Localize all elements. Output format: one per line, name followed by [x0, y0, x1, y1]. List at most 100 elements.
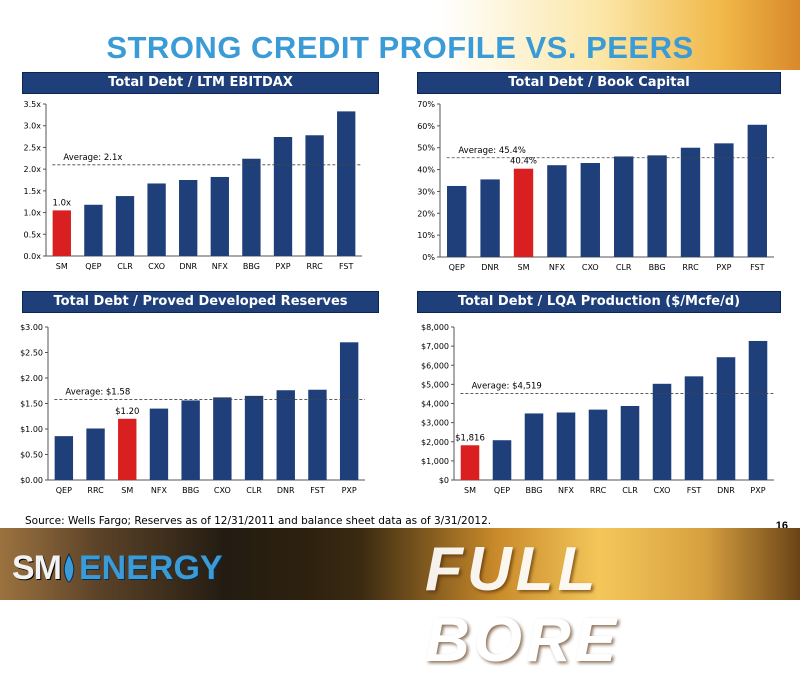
bar-cxo	[652, 383, 672, 480]
bar-cxo	[580, 163, 600, 257]
y-tick-label: 20%	[417, 209, 435, 218]
flame-icon	[63, 553, 75, 583]
average-label: Average: 45.4%	[458, 146, 525, 156]
y-tick-label: $7,000	[421, 342, 449, 351]
y-tick-label: 30%	[417, 187, 435, 196]
x-tick-label: QEP	[494, 486, 510, 495]
y-tick-label: $3.00	[20, 323, 43, 332]
x-tick-label: PXP	[342, 486, 357, 495]
chart-4-header: Total Debt / LQA Production ($/Mcfe/d)	[417, 291, 781, 313]
chart-1-header: Total Debt / LTM EBITDAX	[22, 72, 379, 94]
bar-clr	[614, 156, 634, 257]
bar-bbg	[242, 158, 261, 256]
y-tick-label: 1.0x	[24, 209, 42, 218]
x-tick-label: RRC	[590, 486, 607, 495]
bar-pxp	[748, 340, 768, 480]
x-tick-label: CLR	[117, 262, 133, 271]
y-tick-label: 2.5x	[24, 143, 42, 152]
bar-clr	[620, 405, 640, 480]
highlight-data-label: 1.0x	[53, 198, 72, 208]
y-tick-label: 70%	[417, 100, 435, 109]
bar-nfx	[556, 412, 576, 480]
y-tick-label: 0.5x	[24, 230, 42, 239]
x-tick-label: CLR	[616, 263, 632, 272]
x-tick-label: NFX	[151, 486, 168, 495]
x-tick-label: PXP	[275, 262, 290, 271]
x-tick-label: NFX	[558, 486, 575, 495]
bar-clr	[115, 196, 135, 256]
bar-qep	[492, 440, 512, 480]
average-label: Average: 2.1x	[63, 153, 122, 163]
x-tick-label: DNR	[277, 486, 295, 495]
y-tick-label: $1.50	[20, 400, 43, 409]
x-tick-label: CLR	[246, 486, 262, 495]
bar-cxo	[213, 397, 232, 480]
ebitdax-bar-chart: 0.0x 0.5x 1.0x 1.5x 2.0x 2.5x 3.0x 3.5x SM 1.0x QE…	[24, 100, 362, 271]
y-tick-label: $1.00	[20, 425, 43, 434]
y-tick-label: $0.00	[20, 476, 43, 485]
bar-rrc	[305, 135, 324, 256]
page-title: STRONG CREDIT PROFILE VS. PEERS	[106, 30, 694, 65]
x-tick-label: DNR	[179, 262, 197, 271]
bar-sm	[460, 445, 480, 480]
average-label: Average: $1.58	[65, 387, 130, 397]
y-tick-label: $2,000	[421, 438, 449, 447]
y-tick-label: 10%	[417, 231, 435, 240]
x-tick-label: NFX	[212, 262, 229, 271]
bar-nfx	[210, 176, 229, 256]
footer-left-panel	[0, 528, 310, 600]
y-tick-label: $4,000	[421, 400, 449, 409]
bar-sm	[118, 418, 137, 480]
bar-qep	[84, 204, 103, 256]
bar-pxp	[339, 342, 359, 480]
bar-nfx	[149, 408, 169, 480]
y-tick-label: $2.00	[20, 374, 43, 383]
x-tick-label: QEP	[449, 263, 465, 272]
bar-pxp	[714, 143, 734, 257]
x-tick-label: BBG	[525, 486, 542, 495]
y-tick-label: $0.50	[20, 451, 43, 460]
y-tick-label: $1,000	[421, 457, 449, 466]
x-tick-label: FST	[750, 263, 765, 272]
x-tick-label: RRC	[87, 486, 104, 495]
y-tick-label: $0	[439, 476, 449, 485]
bar-bbg	[181, 400, 200, 480]
y-tick-label: 60%	[417, 122, 435, 131]
logo-text-sm: SM	[12, 548, 62, 587]
x-tick-label: DNR	[481, 263, 499, 272]
y-tick-label: $5,000	[421, 380, 449, 389]
x-tick-label: FST	[339, 262, 354, 271]
x-tick-label: PXP	[716, 263, 731, 272]
x-tick-label: NFX	[549, 263, 566, 272]
x-tick-label: SM	[121, 486, 133, 495]
bar-qep	[447, 185, 467, 257]
x-tick-label: PXP	[750, 486, 765, 495]
bar-dnr	[716, 357, 736, 480]
x-tick-label: BBG	[649, 263, 666, 272]
y-tick-label: 40%	[417, 166, 435, 175]
lqa-production-bar-chart: $0 $1,000 $2,000 $3,000 $4,000 $5,000 $6,000 $7…	[421, 323, 774, 495]
average-label: Average: $4,519	[472, 382, 542, 392]
y-tick-label: 1.5x	[24, 187, 42, 196]
y-tick-label: $8,000	[421, 323, 449, 332]
chart-3-header: Total Debt / Proved Developed Reserves (…	[22, 291, 379, 329]
source-note: Source: Wells Fargo; Reserves as of 12/3…	[25, 515, 492, 527]
bar-fst	[684, 376, 704, 480]
y-tick-label: $3,000	[421, 419, 449, 428]
x-tick-label: DNR	[717, 486, 735, 495]
x-tick-label: CXO	[214, 486, 231, 495]
bar-pxp	[273, 137, 293, 256]
bar-dnr	[276, 390, 295, 480]
bar-fst	[337, 111, 356, 256]
y-tick-label: 50%	[417, 144, 435, 153]
x-tick-label: BBG	[243, 262, 260, 271]
pd-reserves-bar-chart: $0.00 $0.50 $1.00 $1.50 $2.00 $2.50 $3.00 QEP RR…	[20, 323, 365, 495]
bar-sm	[513, 168, 534, 257]
y-tick-label: 2.0x	[24, 165, 42, 174]
highlight-data-label: $1.20	[115, 407, 139, 417]
x-tick-label: SM	[464, 486, 476, 495]
footer-banner: SM ENERGY FULL BORE	[0, 528, 800, 675]
bar-nfx	[547, 165, 567, 257]
x-tick-label: CLR	[622, 486, 638, 495]
y-tick-label: 3.5x	[24, 100, 42, 109]
